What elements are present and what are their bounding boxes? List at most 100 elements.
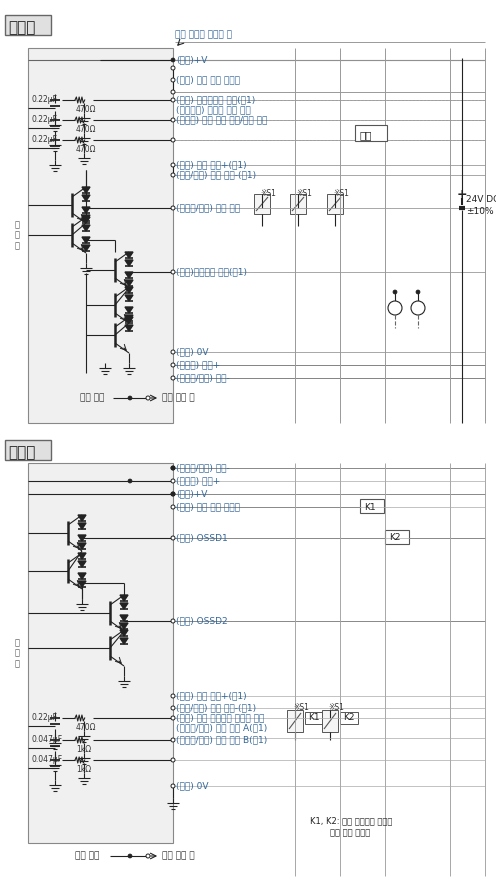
Polygon shape [78,553,86,559]
Polygon shape [78,581,86,587]
Polygon shape [78,515,86,521]
Circle shape [416,290,420,294]
Polygon shape [125,272,133,278]
Circle shape [171,363,175,367]
Circle shape [171,694,175,698]
Polygon shape [78,573,86,579]
Text: (분홍색) 투광 정지 입력/리셋 입력: (분홍색) 투광 정지 입력/리셋 입력 [176,115,267,124]
Text: ※S1: ※S1 [260,189,276,198]
Bar [305,712,323,724]
Circle shape [171,758,175,762]
Polygon shape [125,295,133,301]
Text: (주황색) 동기+: (주황색) 동기+ [176,477,220,485]
Text: 0.22µF: 0.22µF [32,136,58,145]
Circle shape [171,784,175,788]
Polygon shape [82,207,90,213]
Polygon shape [120,615,128,621]
Text: (실드) 출력 극성 설정선: (실드) 출력 극성 설정선 [176,502,240,511]
Text: ※S1: ※S1 [296,189,312,198]
Bar [5,15,51,35]
Text: 연결 케이블 리드선 색: 연결 케이블 리드선 색 [175,30,232,39]
Text: 0.22µF: 0.22µF [32,713,58,722]
Text: (황득색/흑색) 보조 출력: (황득색/흑색) 보조 출력 [176,204,240,213]
Circle shape [171,536,175,540]
Text: (회색/흑색) 간섭 방지-(주1): (회색/흑색) 간섭 방지-(주1) [176,171,256,180]
Polygon shape [82,215,90,221]
Text: 외부 연결 예: 외부 연결 예 [162,393,194,402]
Text: K1: K1 [308,713,319,722]
Text: 내부 회로: 내부 회로 [75,851,99,861]
Text: (황색) 오버라이드 입력(주1): (황색) 오버라이드 입력(주1) [176,96,255,105]
Text: 470Ω: 470Ω [76,125,97,134]
Text: (연보라색) 인터독 설정 입력: (연보라색) 인터독 설정 입력 [176,105,251,114]
Text: 470Ω: 470Ω [76,723,97,732]
Circle shape [171,66,175,70]
Text: K1: K1 [364,502,375,511]
Text: 0.22µF: 0.22µF [32,96,58,105]
Circle shape [171,492,175,496]
Polygon shape [125,252,133,258]
Text: (실드) 출력 극성 설정선: (실드) 출력 극성 설정선 [176,75,240,85]
Text: (적색)뮤팅램프 출력(주1): (적색)뮤팅램프 출력(주1) [176,267,247,276]
Text: (주황색/흑색) 동기-: (주황색/흑색) 동기- [176,374,230,383]
Text: (흑색) OSSD1: (흑색) OSSD1 [176,534,228,543]
Polygon shape [82,237,90,243]
Text: (회색) 간섭 방지+(주1): (회색) 간섭 방지+(주1) [176,691,247,701]
Text: 1kΩ: 1kΩ [76,765,91,774]
Text: (회색/흑색) 간섭 방지-(주1): (회색/흑색) 간섭 방지-(주1) [176,704,256,713]
Circle shape [171,466,175,470]
Polygon shape [125,260,133,266]
Text: (황색) 외부 디바이스 모니터 입력: (황색) 외부 디바이스 모니터 입력 [176,713,264,722]
Text: K2: K2 [389,534,400,543]
Bar [322,710,338,732]
Text: 주
회
로: 주 회 로 [14,220,19,250]
Circle shape [171,716,175,720]
Polygon shape [120,638,128,644]
Polygon shape [82,195,90,201]
Text: (백색) OSSD2: (백색) OSSD2 [176,617,228,626]
Circle shape [171,738,175,742]
Bar [355,125,387,141]
Circle shape [146,396,150,400]
Circle shape [393,290,397,294]
Text: (주황색/흑색) 동기-: (주황색/흑색) 동기- [176,463,230,473]
Circle shape [411,301,425,315]
Circle shape [171,163,175,167]
Circle shape [146,854,150,858]
Text: 470Ω: 470Ω [76,146,97,155]
Bar [28,463,173,843]
Polygon shape [78,561,86,567]
Text: 외부 연결 예: 외부 연결 예 [162,851,194,861]
Text: (하늘색/백색) 뮤팅 입력 A(주1): (하늘색/백색) 뮤팅 입력 A(주1) [176,723,267,732]
Circle shape [171,138,175,142]
Text: 0.22µF: 0.22µF [32,115,58,124]
Polygon shape [120,630,128,636]
Polygon shape [125,287,133,293]
Text: 부하: 부하 [360,130,372,140]
Circle shape [171,706,175,710]
Text: 또는 전자 접촉기: 또는 전자 접촉기 [330,829,370,838]
Polygon shape [125,317,133,323]
Text: (청색) 0V: (청색) 0V [176,781,208,790]
Polygon shape [125,315,133,321]
Polygon shape [125,280,133,286]
Circle shape [171,206,175,210]
Circle shape [171,98,175,102]
Text: ※S1: ※S1 [293,704,309,713]
Circle shape [388,301,402,315]
Circle shape [171,90,175,94]
Bar [327,194,343,214]
Polygon shape [120,603,128,609]
Text: ±10%: ±10% [466,207,494,216]
Circle shape [171,118,175,122]
Circle shape [171,492,175,496]
Circle shape [171,505,175,509]
Polygon shape [82,187,90,193]
Text: K1, K2: 강제 가이드식 릴레이: K1, K2: 강제 가이드식 릴레이 [310,816,392,825]
Text: K2: K2 [343,713,355,722]
Bar [340,712,358,724]
Polygon shape [82,245,90,251]
Text: ※S1: ※S1 [328,704,344,713]
Circle shape [128,854,132,858]
Polygon shape [125,307,133,313]
